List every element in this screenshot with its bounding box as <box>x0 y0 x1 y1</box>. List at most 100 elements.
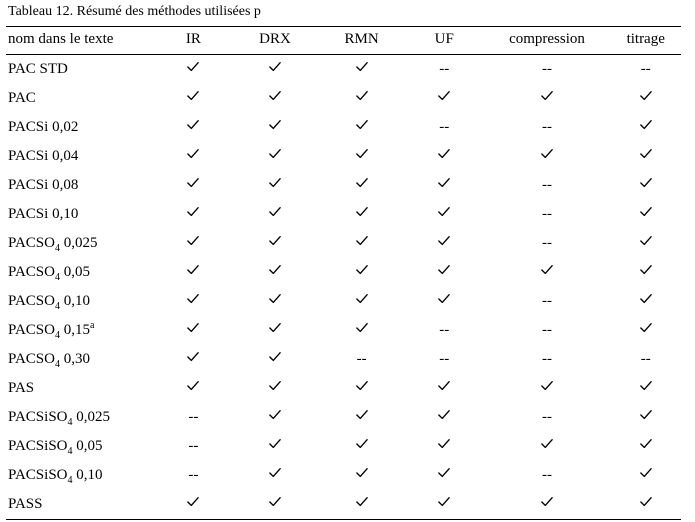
cell-check <box>610 374 681 403</box>
cell-check <box>232 374 319 403</box>
cell-check <box>484 258 611 287</box>
cell-dash: -- <box>405 55 484 85</box>
row-name: PACSO4 0,15a <box>6 316 155 345</box>
cell-check <box>232 142 319 171</box>
cell-dash: -- <box>484 200 611 229</box>
cell-check <box>155 200 232 229</box>
row-name: PACSO4 0,30 <box>6 345 155 374</box>
table-caption: Tableau 12. Résumé des méthodes utilisée… <box>6 0 681 26</box>
table-row: PASS <box>6 490 681 520</box>
cell-check <box>155 490 232 520</box>
cell-check <box>405 374 484 403</box>
cell-dash: -- <box>484 171 611 200</box>
cell-check <box>318 403 405 432</box>
cell-check <box>155 55 232 85</box>
table-row: PACSO4 0,10 -- <box>6 287 681 316</box>
cell-check <box>318 229 405 258</box>
table-row: PACSi 0,10-- <box>6 200 681 229</box>
row-name: PACSO4 0,025 <box>6 229 155 258</box>
cell-check <box>610 403 681 432</box>
cell-check <box>232 84 319 113</box>
cell-check <box>318 374 405 403</box>
cell-check <box>318 113 405 142</box>
cell-check <box>155 113 232 142</box>
cell-check <box>155 84 232 113</box>
cell-check <box>405 461 484 490</box>
cell-dash: -- <box>484 229 611 258</box>
table-row: PAC <box>6 84 681 113</box>
table-row: PAC STD------ <box>6 55 681 85</box>
cell-check <box>318 142 405 171</box>
col-header-rmn: RMN <box>318 27 405 55</box>
col-header-comp: compression <box>484 27 611 55</box>
cell-check <box>318 316 405 345</box>
cell-dash: -- <box>155 432 232 461</box>
cell-check <box>232 113 319 142</box>
cell-dash: -- <box>318 345 405 374</box>
table-row: PACSO4 0,30-------- <box>6 345 681 374</box>
cell-check <box>610 171 681 200</box>
cell-check <box>155 287 232 316</box>
cell-dash: -- <box>484 403 611 432</box>
cell-check <box>318 200 405 229</box>
cell-check <box>232 461 319 490</box>
cell-dash: -- <box>610 55 681 85</box>
cell-check <box>318 55 405 85</box>
cell-check <box>318 490 405 520</box>
cell-check <box>232 490 319 520</box>
cell-dash: -- <box>484 55 611 85</box>
methods-table: nom dans le texte IR DRX RMN UF compress… <box>6 26 681 520</box>
cell-check <box>405 84 484 113</box>
cell-check <box>318 258 405 287</box>
row-name: PACSiSO4 0,05 <box>6 432 155 461</box>
row-name: PACSi 0,08 <box>6 171 155 200</box>
cell-check <box>318 432 405 461</box>
cell-check <box>232 229 319 258</box>
row-name: PACSO4 0,10 <box>6 287 155 316</box>
cell-check <box>484 374 611 403</box>
cell-dash: -- <box>405 113 484 142</box>
cell-check <box>405 258 484 287</box>
col-header-drx: DRX <box>232 27 319 55</box>
row-name: PASS <box>6 490 155 520</box>
cell-check <box>155 345 232 374</box>
row-name: PAS <box>6 374 155 403</box>
cell-check <box>232 345 319 374</box>
cell-check <box>484 84 611 113</box>
col-header-titr: titrage <box>610 27 681 55</box>
cell-dash: -- <box>405 345 484 374</box>
cell-check <box>405 171 484 200</box>
cell-check <box>155 229 232 258</box>
table-row: PACSiSO4 0,10---- <box>6 461 681 490</box>
row-name: PACSi 0,02 <box>6 113 155 142</box>
cell-check <box>405 200 484 229</box>
cell-check <box>484 432 611 461</box>
row-name: PACSiSO4 0,10 <box>6 461 155 490</box>
cell-check <box>232 432 319 461</box>
col-header-uf: UF <box>405 27 484 55</box>
cell-check <box>232 171 319 200</box>
cell-check <box>232 287 319 316</box>
cell-check <box>155 258 232 287</box>
cell-check <box>155 316 232 345</box>
cell-check <box>405 229 484 258</box>
table-row: PACSi 0,02---- <box>6 113 681 142</box>
cell-check <box>405 403 484 432</box>
table-row: PACSO4 0,05 <box>6 258 681 287</box>
cell-dash: -- <box>484 287 611 316</box>
cell-check <box>232 55 319 85</box>
table-row: PACSi 0,08 -- <box>6 171 681 200</box>
row-name: PACSi 0,04 <box>6 142 155 171</box>
cell-check <box>610 200 681 229</box>
cell-check <box>610 113 681 142</box>
cell-check <box>405 490 484 520</box>
cell-check <box>155 142 232 171</box>
cell-check <box>405 142 484 171</box>
cell-check <box>405 287 484 316</box>
cell-check <box>484 490 611 520</box>
cell-check <box>610 316 681 345</box>
cell-check <box>610 84 681 113</box>
table-row: PAS <box>6 374 681 403</box>
cell-check <box>610 461 681 490</box>
cell-check <box>610 229 681 258</box>
